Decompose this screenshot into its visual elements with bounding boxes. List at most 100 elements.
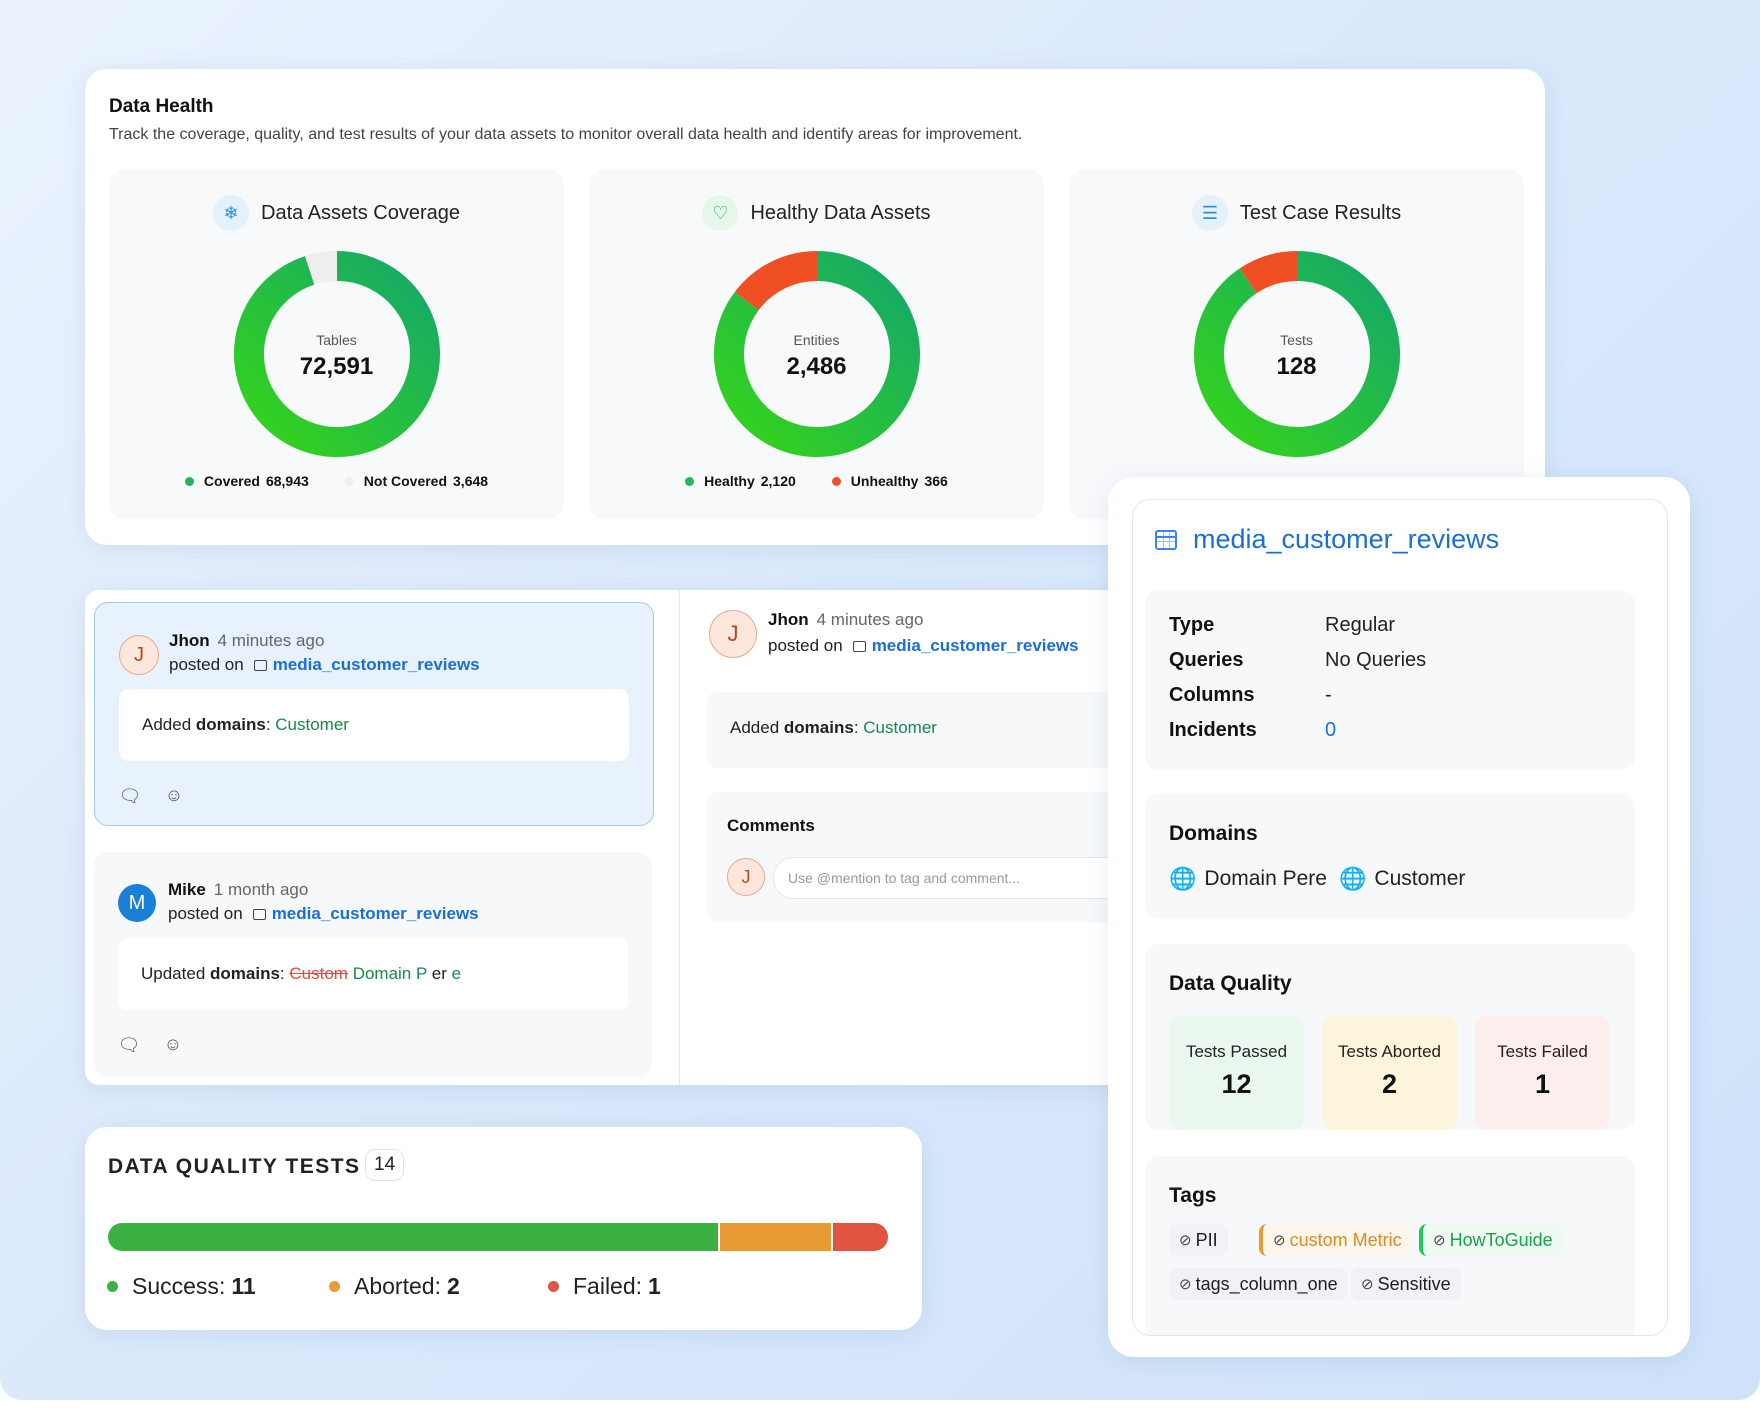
post-action: Updated bbox=[141, 964, 206, 983]
emoji-reaction-icon[interactable]: ☺ bbox=[164, 784, 184, 805]
tests-passed-card[interactable]: Tests Passed 12 bbox=[1169, 1016, 1304, 1130]
property-row: Type Regular bbox=[1169, 614, 1395, 637]
tag-chip[interactable]: ⊘ PII bbox=[1169, 1224, 1228, 1256]
comment-icon[interactable]: 🗨 bbox=[118, 785, 142, 806]
legend-label-unhealthy: Unhealthy bbox=[850, 473, 919, 489]
healthy-donut-chart[interactable] bbox=[714, 251, 920, 457]
property-key: Incidents bbox=[1169, 719, 1257, 741]
post-field: domains bbox=[210, 964, 280, 983]
tests-aborted-card[interactable]: Tests Aborted 2 bbox=[1322, 1016, 1457, 1130]
legend-dot-aborted bbox=[329, 1281, 340, 1292]
feed-post[interactable]: M Mike 1 month ago posted on media_custome… bbox=[94, 852, 652, 1077]
legend-label-covered: Covered bbox=[203, 473, 260, 489]
legend-value-unhealthy: 366 bbox=[924, 473, 948, 489]
post-time: 1 month ago bbox=[213, 880, 309, 899]
data-health-card: Data Health Track the coverage, quality,… bbox=[85, 69, 1545, 545]
tests-donut-chart[interactable] bbox=[1194, 251, 1400, 457]
data-health-subtitle: Track the coverage, quality, and test re… bbox=[109, 126, 1023, 143]
post-time: 4 minutes ago bbox=[816, 610, 924, 629]
feed-divider bbox=[679, 590, 680, 1085]
feed-post[interactable]: J Jhon 4 minutes ago posted on media_custo… bbox=[94, 602, 654, 826]
legend-dot-healthy bbox=[685, 476, 695, 486]
post-value[interactable]: Customer bbox=[863, 718, 937, 737]
donut-center-label: Tests bbox=[1280, 332, 1313, 348]
metric-title: Healthy Data Assets bbox=[750, 201, 931, 224]
post-author: Jhon 4 minutes ago bbox=[768, 610, 923, 630]
metric-test-case-results[interactable]: ☰ Test Case Results Tests 128 bbox=[1069, 169, 1524, 519]
post-new-value-part: er bbox=[431, 964, 447, 983]
comments-title: Comments bbox=[727, 816, 815, 835]
post-field: domains bbox=[783, 718, 854, 737]
legend-dot-failed bbox=[548, 1281, 559, 1292]
donut-center-value: 128 bbox=[1276, 353, 1317, 380]
property-row: Queries No Queries bbox=[1169, 649, 1426, 672]
donut-center-value: 72,591 bbox=[299, 353, 374, 380]
tag-chip[interactable]: ⊘ Sensitive bbox=[1351, 1268, 1461, 1300]
legend-dot-unhealthy bbox=[831, 476, 841, 486]
tag-label: Sensitive bbox=[1377, 1273, 1451, 1294]
donut-segment-not-covered[interactable] bbox=[305, 251, 338, 285]
tag-icon: ⊘ bbox=[1361, 1276, 1374, 1293]
post-value[interactable]: Customer bbox=[275, 715, 349, 734]
property-row: Columns - bbox=[1169, 684, 1332, 707]
data-quality-tests-card: DATA QUALITY TESTS 14 Success:11 Aborted… bbox=[85, 1127, 922, 1330]
avatar: J bbox=[727, 858, 765, 896]
domain-chip[interactable]: 🌐 Domain Pere bbox=[1169, 866, 1327, 892]
post-body: Added domains: Customer bbox=[119, 689, 629, 761]
incidents-link[interactable]: 0 bbox=[1325, 719, 1337, 741]
heart-pulse-icon: ♡ bbox=[702, 195, 739, 231]
domains-title: Domains bbox=[1169, 822, 1258, 845]
checklist-icon: ☰ bbox=[1191, 195, 1228, 231]
activity-feed-panel: J Jhon 4 minutes ago posted on media_custo… bbox=[85, 590, 1148, 1085]
emoji-reaction-icon[interactable]: ☺ bbox=[163, 1033, 183, 1054]
post-old-value: Custom bbox=[289, 964, 348, 983]
donut-segment-passed[interactable] bbox=[1194, 251, 1400, 457]
tag-icon: ⊘ bbox=[1179, 1232, 1192, 1249]
tests-failed-card[interactable]: Tests Failed 1 bbox=[1475, 1016, 1610, 1130]
dq-legend-success: Success:11 bbox=[107, 1273, 256, 1300]
asset-detail-frame: media_customer_reviews Type Regular Queri… bbox=[1132, 499, 1668, 1336]
post-new-value-part: e bbox=[451, 964, 462, 983]
donut-segment-healthy[interactable] bbox=[714, 251, 920, 457]
donut-segment-covered[interactable] bbox=[234, 251, 440, 457]
dq-card-label: Tests Passed bbox=[1185, 1042, 1288, 1061]
metric-healthy-data-assets[interactable]: ♡ Healthy Data Assets Entities 2,486 Hea… bbox=[589, 169, 1044, 519]
comment-icon[interactable]: 🗨 bbox=[117, 1034, 141, 1055]
metric-title: Test Case Results bbox=[1239, 201, 1402, 224]
asset-link[interactable]: media_customer_reviews bbox=[271, 904, 479, 923]
metric-data-assets-coverage[interactable]: ❄ Data Assets Coverage Tables 72,591 Cov… bbox=[109, 169, 564, 519]
asset-link[interactable]: media_customer_reviews bbox=[272, 655, 480, 674]
domain-chip[interactable]: 🌐 Customer bbox=[1339, 866, 1465, 892]
domain-name: Customer bbox=[1374, 867, 1466, 890]
tag-chip[interactable]: ⊘ tags_column_one bbox=[1169, 1268, 1348, 1300]
properties-section: Type Regular Queries No Queries Columns - I… bbox=[1145, 590, 1635, 770]
posted-on-label: posted on bbox=[768, 636, 843, 655]
post-author: Jhon 4 minutes ago bbox=[169, 631, 324, 651]
dq-card-value: 1 bbox=[1534, 1069, 1551, 1099]
donut-segment-unhealthy[interactable] bbox=[734, 251, 818, 311]
donut-segment-failed[interactable] bbox=[1239, 251, 1298, 294]
post-posted-on: posted on media_customer_reviews bbox=[169, 655, 480, 675]
tag-icon: ⊘ bbox=[1433, 1232, 1446, 1249]
bar-segment-failed bbox=[830, 1223, 888, 1251]
comment-input[interactable]: Use @mention to tag and comment... bbox=[773, 857, 1148, 899]
legend-label-not-covered: Not Covered bbox=[363, 473, 448, 489]
tags-section: Tags ⊘ PII ⊘ custom Metric ⊘ HowToGuide ⊘ ta… bbox=[1145, 1156, 1635, 1335]
table-icon bbox=[1155, 529, 1177, 550]
property-key: Type bbox=[1169, 614, 1215, 636]
posted-on-label: posted on bbox=[169, 655, 244, 674]
data-quality-section: Data Quality Tests Passed 12 Tests Aborte… bbox=[1145, 944, 1635, 1130]
tag-chip[interactable]: ⊘ custom Metric bbox=[1259, 1224, 1412, 1256]
avatar: M bbox=[118, 884, 156, 922]
post-new-value: Domain P bbox=[352, 964, 428, 983]
asset-link[interactable]: media_customer_reviews bbox=[871, 636, 1079, 655]
donut-legend: Healthy 2,120 Unhealthy 366 bbox=[589, 473, 1044, 489]
post-posted-on: posted on media_customer_reviews bbox=[168, 904, 479, 924]
post-author-name: Jhon bbox=[768, 610, 809, 629]
post-posted-on: posted on media_customer_reviews bbox=[768, 636, 1079, 656]
coverage-donut-chart[interactable] bbox=[234, 251, 440, 457]
legend-value-covered: 68,943 bbox=[265, 473, 309, 489]
asset-detail-title[interactable]: media_customer_reviews bbox=[1193, 524, 1500, 554]
globe-icon: 🌐 bbox=[1339, 866, 1367, 891]
tag-chip[interactable]: ⊘ HowToGuide bbox=[1419, 1224, 1563, 1256]
